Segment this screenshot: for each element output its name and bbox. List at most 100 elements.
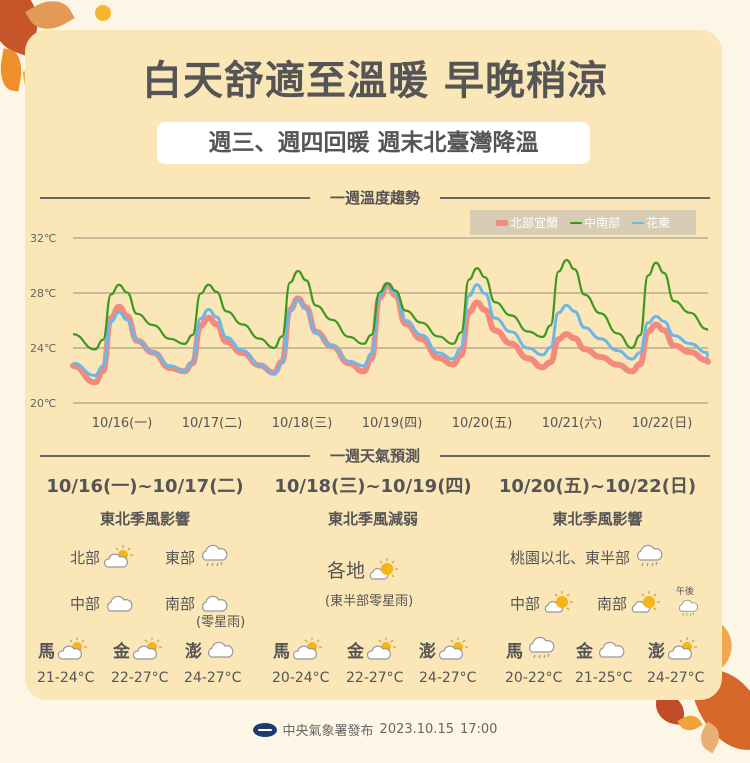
period-description: 東北季風影響 [99,510,190,528]
cloud-rain-icon [526,636,556,662]
forecast-period-2: 10/18(三)~10/19(四) 東北季風減弱 [268,472,478,529]
chart-section-heading: 一週溫度趨勢 [40,187,710,207]
island-temp: 21-24°C [37,670,95,686]
publisher: 中央氣象署發布 [282,724,374,739]
subtitle-banner: 週三、週四回暖 週末北臺灣降溫 [157,122,590,164]
acorn-icon [95,5,111,21]
partly-sunny-icon [132,636,163,662]
island-temp: 20-24°C [272,670,330,686]
series-north-yilan [70,281,711,386]
x-tick: 10/16(一) [91,416,153,431]
island-matsu: 馬 [273,636,323,662]
region-label: 各地 [327,560,366,582]
legend-swatch [569,221,582,224]
region-label: 桃園以北、東半部 [510,548,631,567]
island-label: 澎 [419,641,436,662]
cloud-rain-icon [677,599,700,619]
sunny-cloud-icon [369,557,399,583]
chart-legend: 北部宜蘭 中南部 花東 [470,210,696,235]
island-temp: 22-27°C [346,670,404,686]
period-dates: 10/20(五)~10/22(日) [498,476,697,497]
legend-label: 花東 [646,216,671,230]
partly-sunny-icon [103,544,134,570]
forecast-section-heading: 一週天氣預測 [40,445,710,465]
partly-sunny-icon [667,636,698,662]
region-south: 南部 [597,590,661,616]
x-tick: 10/17(二) [181,416,243,431]
chart-gridlines [73,237,708,404]
region-label: 中部 [510,594,541,613]
x-tick: 10/18(三) [271,416,333,431]
period-description: 東北季風影響 [552,510,643,528]
page-title: 白天舒適至溫暖 早晚稍涼 [142,58,608,104]
cloud-icon [205,636,235,662]
island-temp: 24-27°C [184,670,242,686]
afternoon-shower [673,596,703,622]
sunny-cloud-icon [544,590,574,616]
publish-date: 2023.10.15 [379,722,454,737]
forecast-period-3: 10/20(五)~10/22(日) 東北季風影響 [490,472,705,529]
island-kinmen: 金 [576,636,626,662]
chart-heading-label: 一週溫度趨勢 [329,189,420,207]
legend-swatch [632,221,644,224]
cloud-icon [199,590,229,616]
legend-item-hualien-taitung: 花東 [632,214,670,231]
scattered-rain-note: (零星雨) [196,615,246,630]
footer: 中央氣象署發布 2023.10.15 17:00 [0,720,750,739]
region-taoyuan-north-east: 桃園以北、東半部 [510,544,664,570]
island-label: 金 [113,641,130,662]
island-matsu: 馬 [506,636,556,662]
island-label: 金 [347,641,364,662]
island-label: 澎 [185,641,202,662]
region-central: 中部 [70,590,134,616]
island-label: 馬 [273,641,290,662]
island-penghu: 澎 [648,636,698,662]
legend-label: 中南部 [583,216,620,230]
region-label: 南部 [597,594,628,613]
region-label: 中部 [70,594,101,613]
divider [40,455,310,457]
x-tick: 10/22(日) [631,416,693,431]
cloud-icon [104,590,134,616]
y-tick-20: 20℃ [30,397,57,410]
legend-item-central-south: 中南部 [569,214,620,231]
region-north: 北部 [70,544,134,570]
cloud-icon [596,636,626,662]
divider [440,455,710,457]
island-penghu: 澎 [185,636,235,662]
afternoon-label: 午後 [676,587,695,597]
region-label: 東部 [165,548,196,567]
cloud-rain-icon [634,544,664,570]
island-temp: 24-27°C [647,670,705,686]
legend-swatch [495,219,508,226]
x-tick: 10/20(五) [451,416,513,431]
divider [440,197,710,199]
region-south: 南部 [165,590,229,616]
region-label: 南部 [165,594,196,613]
period-dates: 10/16(一)~10/17(二) [46,476,244,497]
forecast-period-1: 10/16(一)~10/17(二) 東北季風影響 [40,472,250,529]
island-penghu: 澎 [419,636,469,662]
cloud-rain-icon [199,544,229,570]
island-label: 澎 [648,641,665,662]
island-kinmen: 金 [347,636,397,662]
island-label: 馬 [38,641,55,662]
divider [40,197,310,199]
island-temp: 24-27°C [419,670,477,686]
partly-sunny-icon [57,636,88,662]
island-temp: 20-22°C [505,670,563,686]
publish-time: 17:00 [459,722,498,737]
island-temp: 21-25°C [575,670,633,686]
region-central: 中部 [510,590,574,616]
y-tick-32: 32℃ [30,232,57,245]
x-tick: 10/21(六) [541,416,603,431]
partly-sunny-icon [366,636,397,662]
island-label: 金 [576,641,593,662]
period-description: 東北季風減弱 [327,510,418,528]
partly-sunny-icon [292,636,323,662]
island-matsu: 馬 [38,636,88,662]
sunny-cloud-icon [631,590,661,616]
region-label: 北部 [70,548,101,567]
forecast-heading-label: 一週天氣預測 [329,447,420,465]
